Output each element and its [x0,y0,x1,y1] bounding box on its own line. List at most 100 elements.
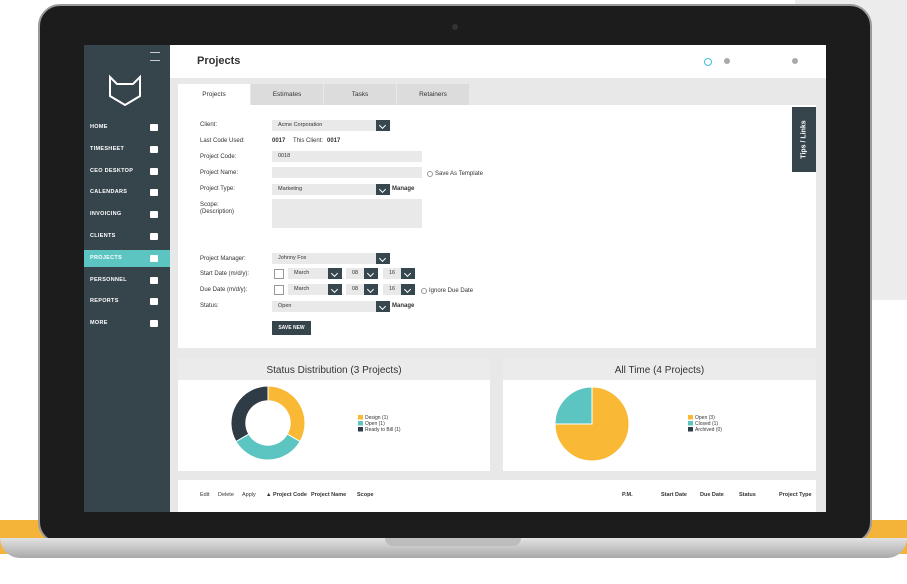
dropdown[interactable] [401,268,415,279]
legend-label: Open (3) [695,415,715,421]
laptop-notch [385,538,521,546]
dropdown[interactable] [376,301,390,312]
input[interactable]: 0018 [272,151,422,162]
label: Project Manager: [200,256,246,262]
select[interactable]: Marketing [272,184,376,195]
nav-icon [150,298,158,306]
column-header[interactable]: Edit [200,492,210,498]
menu-icon[interactable] [150,52,160,61]
select[interactable]: March [288,284,328,295]
tab[interactable]: Retainers [397,84,469,105]
camera [452,24,458,30]
nav-item[interactable]: MORE [90,320,108,327]
dropdown[interactable] [401,284,415,295]
column-header[interactable]: Project Name [311,492,347,498]
side-tab[interactable] [792,107,816,172]
pie-slice [267,385,306,443]
pie-slice [554,386,630,462]
label: Client: [200,122,218,128]
column-header[interactable]: Status [739,492,756,498]
legend-swatch [358,421,363,426]
label: Due Date (m/d/y): [200,287,248,293]
pie-slice [230,385,269,443]
dropdown[interactable] [376,184,390,195]
nav-item[interactable]: CLIENTS [90,233,116,239]
laptop-base [0,538,907,558]
column-header[interactable]: Start Date [661,492,687,498]
select[interactable]: Open [272,301,376,312]
dropdown[interactable] [376,120,390,131]
checkbox[interactable] [427,171,433,177]
nav-icon [150,320,158,328]
pie-slice [235,433,301,461]
save-button[interactable]: SAVE NEW [272,321,311,335]
legend-label: Closed (1) [695,421,718,427]
link[interactable]: Manage [392,303,415,309]
value: 0017 [327,138,341,144]
legend-swatch [688,415,693,420]
dropdown[interactable] [364,268,378,279]
column-header[interactable]: Scope [357,492,374,498]
column-header[interactable]: Delete [218,492,234,498]
label: Last Code Used: [200,138,245,144]
nav-icon [150,254,158,262]
nav-item[interactable]: PERSONNEL [90,276,127,283]
column-header[interactable]: Due Date [700,492,724,498]
column-header[interactable]: ▲ Project Code [266,492,307,498]
dropdown[interactable] [328,268,342,279]
link[interactable]: Manage [392,186,415,192]
nav-icon [150,233,158,240]
select[interactable]: 16 [383,268,401,279]
table-header [178,480,816,512]
legend-label: Open (1) [365,421,385,427]
label: This Client: [293,138,324,144]
label: (Description) [200,209,235,215]
label: Project Name: [200,170,239,176]
nav-item[interactable]: REPORTS [90,298,119,305]
dropdown[interactable] [328,284,342,295]
calendar-icon[interactable] [274,269,284,279]
label: Status: [200,303,219,309]
select[interactable]: 16 [383,284,401,295]
select[interactable]: March [288,268,328,279]
select[interactable]: Johnny Fox [272,253,376,264]
legend-swatch [688,427,693,432]
column-header[interactable]: Apply [242,492,256,498]
dropdown[interactable] [376,253,390,264]
nav-item[interactable]: CALENDARS [90,189,128,196]
column-header[interactable]: Project Type [779,492,812,498]
column-header[interactable]: P.M. [622,492,633,498]
input[interactable] [272,167,422,178]
icons[interactable] [724,58,798,66]
nav-item[interactable]: HOME [90,124,108,130]
nav-icon [150,211,158,219]
top-bar [170,45,826,78]
select[interactable]: 08 [346,268,364,279]
pie-slice [554,386,593,425]
legend-swatch [688,421,693,426]
label: Project Type: [200,186,235,192]
calendar-icon[interactable] [274,285,284,295]
nav-item[interactable]: CEO DESKTOP [90,167,134,174]
nav-item[interactable]: PROJECTS [84,249,170,267]
tab[interactable]: Estimates [251,84,323,105]
dropdown[interactable] [364,284,378,295]
tab[interactable]: Tasks [324,84,396,105]
nav-item[interactable]: TIMESHEET [90,145,125,152]
logo [109,74,141,107]
select[interactable]: 08 [346,284,364,295]
label: Ignore Due Date [429,288,474,294]
textarea[interactable] [272,199,422,228]
chart-title-bar [503,358,816,380]
nav-icon [150,189,158,197]
nav-item[interactable]: INVOICING [90,211,122,218]
chart-title: Status Distribution (3 Projects) [266,365,401,376]
icon[interactable] [704,58,712,66]
label: Scope: [200,202,219,208]
legend-label: Design (1) [365,415,388,421]
select[interactable]: Acme Corporation [272,120,376,131]
tab[interactable]: Projects [178,84,250,105]
checkbox[interactable] [421,288,427,294]
